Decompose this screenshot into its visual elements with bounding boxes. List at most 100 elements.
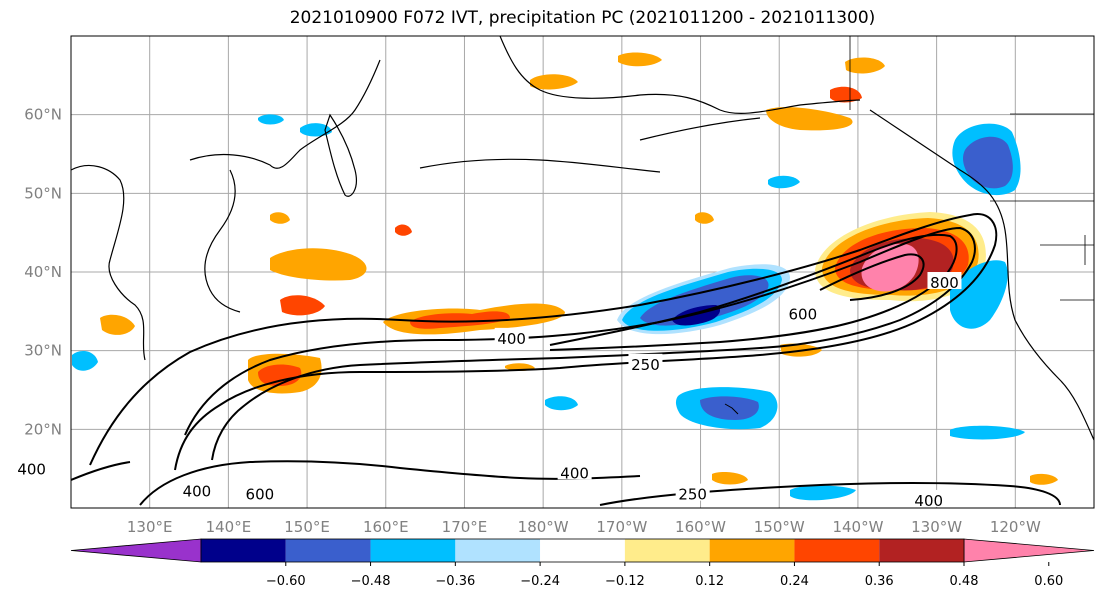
colorbar-tick-label: 0.24 xyxy=(780,574,809,589)
contour-label: 400 xyxy=(183,482,212,500)
coastlines xyxy=(71,36,1094,441)
colorbar-segment xyxy=(285,539,371,562)
colorbar-tick-label: 0.12 xyxy=(695,574,724,589)
negative-anomaly-bc xyxy=(963,136,1013,189)
colorbar-extend-high xyxy=(963,538,1095,563)
graticule xyxy=(71,36,1094,508)
contour-label: 250 xyxy=(678,486,707,504)
ivt-contour-west xyxy=(71,461,131,481)
lon-tick-label: 120°W xyxy=(990,518,1041,536)
lon-tick-label: 160°W xyxy=(675,518,726,536)
positive-anomaly-ak xyxy=(766,107,853,131)
longitude-labels: 130°E 140°E 150°E 160°E 170°E 180°W 170°W 160°W… xyxy=(127,518,1041,536)
positive-anomaly-japan2 xyxy=(280,295,325,316)
latitude-labels: 60°N 50°N 40°N 30°N 20°N xyxy=(24,106,62,439)
negative-anomaly-east xyxy=(950,425,1025,440)
colorbar-tick-label: 0.60 xyxy=(1034,574,1063,589)
contour-label-bg xyxy=(557,462,592,480)
lat-tick-label: 30°N xyxy=(24,342,62,360)
colorbar-tick-label: −0.60 xyxy=(266,574,306,589)
colorbar: −0.60 −0.48 −0.36 −0.24 −0.12 0.12 0.24 0.36 0.4… xyxy=(70,538,1095,589)
colorbar-tick-label: −0.24 xyxy=(520,574,560,589)
positive-anomaly-yukon xyxy=(845,57,885,74)
positive-anomaly-korea xyxy=(100,314,135,335)
ivt-contour-400 xyxy=(184,226,976,461)
colorbar-tick-label: 0.36 xyxy=(865,574,894,589)
lon-tick-label: 170°E xyxy=(442,518,488,536)
negative-anomaly-subtropical xyxy=(700,396,759,420)
positive-anomaly-se xyxy=(1030,473,1058,485)
lon-tick-label: 170°W xyxy=(596,518,647,536)
colorbar-segment xyxy=(709,539,795,562)
contour-label: 250 xyxy=(631,356,660,374)
negative-anomaly-japan xyxy=(72,350,98,371)
ivt-contour-800 xyxy=(819,253,925,301)
positive-anomaly-bering2 xyxy=(618,52,662,67)
colorbar-segment xyxy=(201,539,286,562)
negative-anomaly-north xyxy=(300,123,332,137)
positive-anomaly-small xyxy=(395,224,412,236)
positive-anomaly-japan xyxy=(270,248,367,281)
colorbar-tick-label: 0.48 xyxy=(950,574,979,589)
lat-tick-label: 50°N xyxy=(24,184,62,202)
contour-label-bg xyxy=(242,483,277,501)
colorbar-tick-label: −0.12 xyxy=(605,574,645,589)
contour-label-bg xyxy=(179,480,214,498)
ivt-contour-south xyxy=(139,460,641,506)
contour-label: 800 xyxy=(930,274,959,292)
contour-label: 400 xyxy=(560,464,589,482)
contour-label-bg xyxy=(785,303,820,321)
contour-label: 400 xyxy=(497,330,526,348)
political-borders xyxy=(849,36,1094,301)
colorbar-segment xyxy=(455,539,541,562)
map-border xyxy=(70,35,1095,509)
ivt-contour-250 xyxy=(89,213,998,471)
negative-anomaly-westcoast xyxy=(950,260,1008,329)
colorbar-segment xyxy=(370,539,456,562)
negative-anomaly-ak xyxy=(768,175,800,189)
lat-tick-label: 40°N xyxy=(24,263,62,281)
contour-label: 600 xyxy=(246,486,275,504)
colorbar-segment xyxy=(624,539,710,562)
lat-tick-label: 20°N xyxy=(24,420,62,438)
contour-label-bg xyxy=(628,353,663,371)
colorbar-tick-label: −0.36 xyxy=(435,574,475,589)
ivt-contour-600 xyxy=(549,233,958,351)
lat-tick-label: 60°N xyxy=(24,106,62,124)
colorbar-segment xyxy=(879,539,964,562)
positive-anomaly-bering xyxy=(530,74,578,90)
positive-anomaly-streak xyxy=(410,311,510,329)
contour-label: 600 xyxy=(789,305,818,323)
colorbar-segment xyxy=(540,539,625,562)
contour-labels: 400 250 600 800 400 400 600 400 250 400 xyxy=(14,272,962,510)
contour-label: 400 xyxy=(914,492,943,510)
lon-tick-label: 140°E xyxy=(206,518,252,536)
map-title: 2021010900 F072 IVT, precipitation PC (2… xyxy=(289,8,876,28)
lon-tick-label: 180°W xyxy=(518,518,569,536)
colorbar-outline xyxy=(200,538,965,563)
contour-label-bg xyxy=(14,458,49,476)
positive-anomaly-small xyxy=(695,212,714,224)
negative-anomaly-central xyxy=(640,275,769,326)
colorbar-segment xyxy=(794,539,880,562)
lon-tick-label: 130°W xyxy=(911,518,962,536)
contour-label-bg xyxy=(675,483,710,501)
colorbar-extend-low xyxy=(70,538,202,563)
lon-tick-label: 130°E xyxy=(127,518,173,536)
colorbar-tick-label: −0.48 xyxy=(351,574,391,589)
positive-anomaly-small xyxy=(270,212,290,224)
ivt-contours xyxy=(71,213,1061,506)
contour-label-bg xyxy=(494,327,529,345)
negative-anomaly-north xyxy=(258,114,284,125)
negative-anomaly-south xyxy=(790,485,856,501)
contour-label: 400 xyxy=(17,460,46,478)
negative-anomaly-mid xyxy=(545,396,578,411)
lon-tick-label: 150°W xyxy=(754,518,805,536)
lon-tick-label: 160°E xyxy=(363,518,409,536)
hawaii-islands xyxy=(724,403,739,415)
contour-label-bg xyxy=(927,272,962,290)
positive-anomaly-ak2 xyxy=(830,86,862,103)
lon-tick-label: 140°W xyxy=(832,518,883,536)
contour-label-bg xyxy=(911,489,946,507)
